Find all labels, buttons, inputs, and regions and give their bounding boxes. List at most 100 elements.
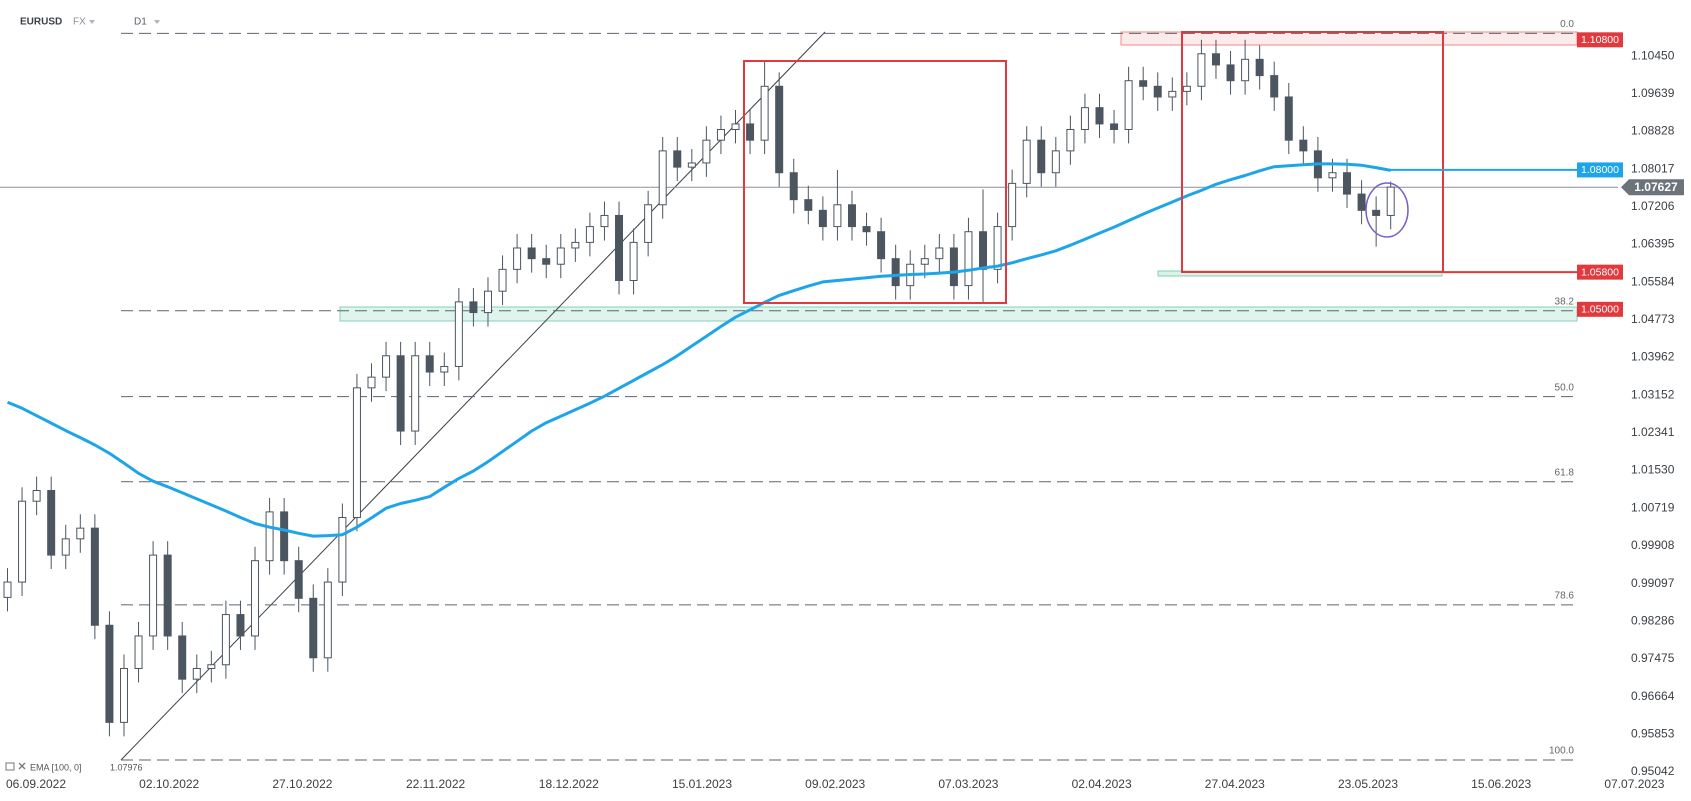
candle-body <box>61 538 70 556</box>
y-tick-label: 1.08017 <box>1631 161 1675 175</box>
candle-body <box>629 241 638 282</box>
y-tick-label: 1.10450 <box>1631 48 1675 62</box>
candle-body <box>454 301 463 367</box>
candle-body <box>382 355 391 378</box>
candle-body <box>585 226 594 243</box>
candle-body <box>1284 96 1293 141</box>
fib-label: 61.8 <box>1555 467 1575 478</box>
candle-body <box>702 139 711 164</box>
y-tick-label: 0.99097 <box>1631 576 1675 590</box>
candle-body <box>221 614 230 666</box>
candle-body <box>644 204 653 243</box>
candle-body <box>571 241 580 249</box>
candle-body <box>1197 53 1206 87</box>
candle-body <box>294 560 303 599</box>
candle-body <box>833 204 842 228</box>
y-tick-label: 0.97475 <box>1631 651 1675 665</box>
y-tick-label: 1.03962 <box>1631 350 1675 364</box>
candle-body <box>352 387 361 518</box>
y-tick-label: 0.95853 <box>1631 726 1675 740</box>
candle-body <box>862 226 871 233</box>
y-tick-label: 1.07206 <box>1631 199 1675 213</box>
fib-label: 50.0 <box>1555 382 1575 393</box>
candle-body <box>542 258 551 265</box>
candle-body <box>731 123 740 130</box>
candle-body <box>964 231 973 287</box>
x-tick-label: 15.06.2023 <box>1471 777 1531 791</box>
candle-body <box>149 554 158 637</box>
candle-body <box>483 290 492 314</box>
candle-body <box>1343 172 1352 195</box>
candle-body <box>746 123 755 141</box>
candle-body <box>105 624 114 723</box>
candle-body <box>3 581 12 598</box>
legend-icon[interactable] <box>5 762 15 771</box>
fib-label: 38.2 <box>1555 296 1575 307</box>
candle-body <box>323 581 332 659</box>
dropdown-icon[interactable] <box>154 20 160 24</box>
level-label: 1.10800 <box>1581 34 1619 46</box>
candle-body <box>1270 75 1279 98</box>
support-zone <box>339 306 1578 322</box>
y-tick-label: 1.05584 <box>1631 274 1675 288</box>
level-label: 1.05000 <box>1581 304 1619 316</box>
y-tick-label: 1.01530 <box>1631 463 1675 477</box>
candle-body <box>818 209 827 228</box>
candle-body <box>469 301 478 314</box>
fib-label: 78.6 <box>1555 590 1575 601</box>
plot-area <box>0 32 1618 761</box>
candle-body <box>847 204 856 228</box>
level-label: 1.08000 <box>1581 164 1619 176</box>
candle-body <box>920 258 929 265</box>
candle-body <box>1080 107 1089 130</box>
candle-body <box>367 376 376 389</box>
candle-body <box>1357 193 1366 211</box>
candle-body <box>1226 64 1235 82</box>
candle-body <box>935 247 944 260</box>
candle-body <box>265 511 274 562</box>
y-tick-label: 1.04773 <box>1631 312 1675 326</box>
candle-body <box>673 150 682 168</box>
remove-icon[interactable] <box>18 762 26 770</box>
y-tick-label: 1.03152 <box>1631 387 1675 401</box>
candle-body <box>1139 80 1148 87</box>
candle-body <box>178 635 187 680</box>
level-tag <box>1577 32 1623 48</box>
y-tick-label: 1.00719 <box>1631 500 1675 514</box>
candle-body <box>1110 123 1119 130</box>
candle-body <box>760 85 769 141</box>
candle-body <box>600 214 609 228</box>
candle-body <box>236 614 245 637</box>
x-tick-label: 02.04.2023 <box>1072 777 1132 791</box>
candle-body <box>1211 53 1220 66</box>
candle-body <box>615 214 624 282</box>
candle-body <box>979 231 988 270</box>
candle-body <box>891 258 900 287</box>
market: FX <box>73 17 86 28</box>
x-tick-label: 18.12.2022 <box>539 777 599 791</box>
candle-body <box>47 490 56 556</box>
x-tick-label: 07.03.2023 <box>938 777 998 791</box>
indicator-name: EMA [100, 0] <box>30 762 82 772</box>
range-box <box>743 60 1007 304</box>
candle-body <box>163 554 172 637</box>
x-tick-label: 07.07.2023 <box>1604 777 1664 791</box>
x-tick-label: 22.11.2022 <box>406 777 465 791</box>
timeframe[interactable]: D1 <box>134 17 147 28</box>
candle-body <box>119 667 128 723</box>
y-tick-label: 1.09639 <box>1631 86 1675 100</box>
symbol[interactable]: EURUSD <box>20 17 62 28</box>
last-price-tag <box>1621 179 1684 196</box>
fib-label: 100.0 <box>1549 746 1574 757</box>
y-tick-label: 1.06395 <box>1631 237 1675 251</box>
y-tick-label: 0.96664 <box>1631 689 1675 703</box>
candle-body <box>251 560 260 637</box>
candle-body <box>513 247 522 270</box>
x-tick-label: 09.02.2023 <box>805 777 865 791</box>
x-tick-label: 02.10.2022 <box>139 777 199 791</box>
dropdown-icon[interactable] <box>89 20 95 24</box>
candle-body <box>498 268 507 292</box>
y-tick-label: 0.98286 <box>1631 613 1675 627</box>
